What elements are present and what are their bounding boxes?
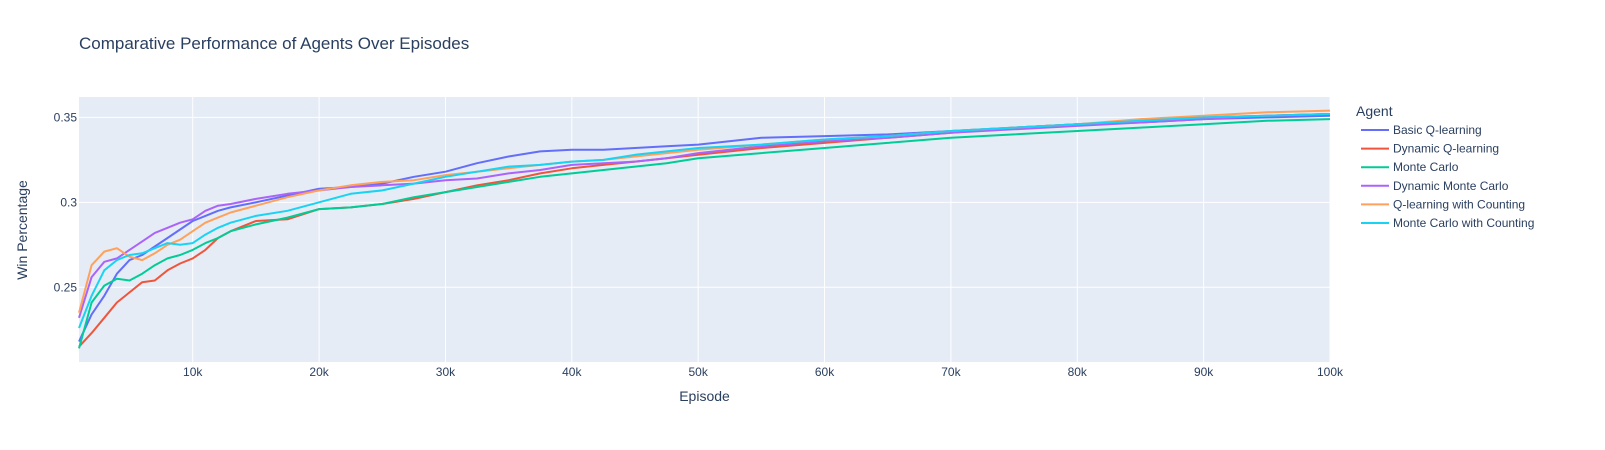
legend: Agent Basic Q-learning Dynamic Q-learning… [1356,103,1534,230]
x-tick-label: 80k [1068,365,1088,379]
chart-title: Comparative Performance of Agents Over E… [79,34,469,53]
y-axis-title: Win Percentage [14,180,30,280]
x-tick-label: 50k [689,365,709,379]
legend-label[interactable]: Monte Carlo with Counting [1393,216,1534,230]
legend-label[interactable]: Basic Q-learning [1393,123,1482,137]
x-tick-label: 20k [309,365,329,379]
plot-area [79,97,1330,362]
y-tick-label: 0.3 [60,195,77,209]
x-axis-title: Episode [679,388,730,404]
legend-label[interactable]: Dynamic Monte Carlo [1393,179,1509,193]
legend-label[interactable]: Monte Carlo [1393,160,1459,174]
x-tick-label: 70k [941,365,961,379]
x-axis-ticks: 10k 20k 30k 40k 50k 60k 70k 80k 90k 100k [183,365,1344,379]
x-tick-label: 30k [436,365,456,379]
series-line [78,118,1331,349]
y-tick-label: 0.35 [54,110,78,124]
legend-title: Agent [1356,103,1393,119]
x-tick-label: 40k [562,365,582,379]
x-tick-label: 90k [1194,365,1214,379]
series-lines [78,109,1331,349]
legend-label[interactable]: Dynamic Q-learning [1393,142,1499,156]
y-tick-label: 0.25 [54,280,78,294]
legend-label[interactable]: Q-learning with Counting [1393,197,1525,211]
x-tick-label: 100k [1317,365,1344,379]
series-line [78,113,1331,329]
y-axis-ticks: 0.25 0.3 0.35 [54,110,78,294]
x-tick-label: 10k [183,365,203,379]
grid-lines [79,97,1331,362]
x-tick-label: 60k [815,365,835,379]
series-line [78,113,1331,319]
